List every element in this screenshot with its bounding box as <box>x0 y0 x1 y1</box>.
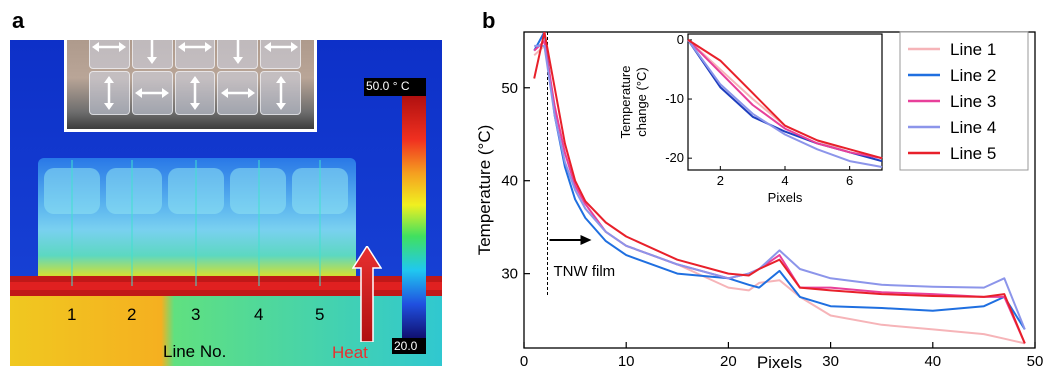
heat-label: Heat <box>332 343 368 362</box>
x-tick-label: 20 <box>720 353 737 370</box>
x-axis-label: Pixels <box>757 353 802 371</box>
inset-x-tick-label: 2 <box>717 173 724 188</box>
line-number-2: 2 <box>127 305 137 324</box>
x-tick-label: 0 <box>520 353 528 370</box>
legend-label: Line 1 <box>950 40 996 59</box>
panel-letter-a: a <box>12 8 25 33</box>
x-tick-label: 30 <box>822 353 839 370</box>
vertical-arrow-icon <box>104 76 115 110</box>
vertical-arrow-icon <box>232 40 243 64</box>
line-no-label: Line No. <box>163 342 227 361</box>
inset-x-tick-label: 6 <box>846 173 853 188</box>
tnw-film-annotation: TNW film <box>554 263 616 280</box>
y-tick-label: 40 <box>501 173 518 190</box>
inset-x-axis-label: Pixels <box>768 190 803 205</box>
line-number-4: 4 <box>254 305 264 324</box>
thermal-image: 50.0 ° C 20.0 1 2 3 4 5 Line No. Heat <box>10 40 442 366</box>
measurement-lines <box>71 160 321 286</box>
line-number-5: 5 <box>315 305 325 324</box>
horizontal-arrow-icon <box>92 42 127 52</box>
inset-y-axis-label: Temperature <box>618 66 633 139</box>
inset-frame <box>687 33 883 171</box>
inset-y-tick-label: -10 <box>665 91 684 106</box>
photo-cell <box>260 40 301 69</box>
horizontal-arrow-icon <box>135 88 170 98</box>
inset-photo <box>64 40 317 132</box>
horizontal-arrow-icon <box>220 88 255 98</box>
plot-frame <box>523 31 1036 349</box>
series-line-line-5 <box>533 32 1026 344</box>
legend-label: Line 3 <box>950 92 996 111</box>
colorbar-max-label: 50.0 ° C <box>366 79 410 93</box>
inset-y-tick-label: -20 <box>665 150 684 165</box>
photo-cell <box>260 71 301 115</box>
heat-arrow-icon <box>352 246 382 342</box>
inset-x-tick-label: 4 <box>781 173 788 188</box>
colorbar-min-bg <box>392 338 426 354</box>
y-axis-label: Temperature (°C) <box>475 125 494 256</box>
photo-cell <box>131 40 173 69</box>
inset-series-line-line-4 <box>687 39 883 168</box>
x-tick-label: 40 <box>924 353 941 370</box>
horizontal-arrow-icon <box>263 42 298 52</box>
y-tick-label: 30 <box>501 266 518 283</box>
legend-label: Line 4 <box>950 118 996 137</box>
photo-cell <box>174 71 216 115</box>
inset-series-line-line-5 <box>687 39 883 160</box>
inset-y-tick-label: 0 <box>677 32 684 47</box>
photo-cell <box>217 40 259 69</box>
inset-y-axis-label-2: change (°C) <box>634 67 649 137</box>
tnw-film-arrowhead <box>580 235 592 245</box>
x-tick-label: 10 <box>618 353 635 370</box>
legend-label: Line 2 <box>950 66 996 85</box>
line-number-1: 1 <box>67 305 77 324</box>
colorbar-min-label: 20.0 <box>394 339 418 353</box>
photo-cell <box>217 71 259 115</box>
series-line-line-4 <box>534 44 1026 330</box>
vertical-arrow-icon <box>275 76 286 110</box>
horizontal-arrow-icon <box>177 42 212 52</box>
panel-letter-b: b <box>482 8 496 33</box>
vertical-arrow-icon <box>147 40 158 64</box>
colorbar-max-bg <box>364 78 426 96</box>
vertical-arrow-icon <box>189 76 200 110</box>
series-line-line-2 <box>533 32 1026 330</box>
inset-series-line-line-3 <box>687 39 883 160</box>
line-number-3: 3 <box>191 305 201 324</box>
photo-cell <box>174 40 216 69</box>
photo-cell <box>89 40 130 69</box>
colorbar <box>402 96 426 338</box>
y-tick-label: 50 <box>501 80 518 97</box>
legend-label: Line 5 <box>950 144 996 163</box>
photo-cell <box>89 71 130 115</box>
x-tick-label: 50 <box>1027 353 1043 370</box>
photo-cell <box>131 71 173 115</box>
